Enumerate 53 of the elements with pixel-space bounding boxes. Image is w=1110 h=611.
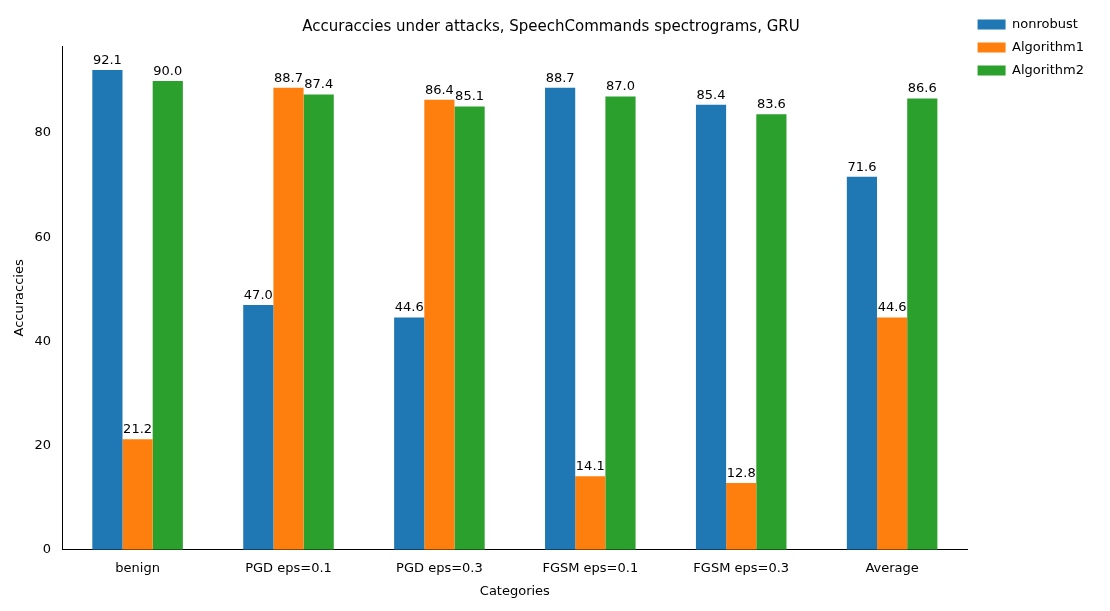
x-tick-label: FGSM eps=0.3	[693, 559, 790, 575]
data-label: 86.4	[424, 81, 454, 97]
x-tick-label: benign	[115, 559, 160, 575]
data-label: 85.1	[455, 88, 485, 104]
bar	[394, 317, 425, 550]
data-label: 90.0	[153, 62, 183, 78]
chart-title: Accuraccies under attacks, SpeechCommands spectrograms, GRU	[302, 16, 800, 35]
bar	[92, 69, 123, 550]
legend-label: nonrobust	[1012, 15, 1078, 31]
data-label: 87.0	[606, 78, 635, 94]
bar	[152, 80, 183, 550]
bar	[877, 317, 908, 550]
y-tick-label: 80	[34, 124, 52, 140]
bar	[273, 87, 304, 550]
data-label: 87.4	[304, 76, 334, 92]
data-label: 14.1	[575, 458, 605, 474]
bar	[907, 98, 938, 550]
x-tick-label: FGSM eps=0.1	[542, 559, 639, 575]
bar	[454, 106, 485, 550]
legend-label: Algorithm2	[1012, 61, 1085, 77]
x-axis-title: Categories	[479, 582, 551, 598]
data-label: 21.2	[123, 421, 153, 437]
data-label: 44.6	[394, 299, 424, 315]
data-label: 12.8	[726, 464, 756, 480]
y-tick-label: 0	[42, 541, 52, 557]
y-axis-title: Accuraccies	[11, 259, 27, 337]
data-label: 47.0	[243, 286, 273, 302]
bar	[726, 483, 757, 550]
y-tick-label: 40	[34, 332, 52, 348]
x-tick-label: PGD eps=0.1	[245, 559, 332, 575]
bar	[243, 304, 274, 550]
bar	[303, 94, 334, 550]
x-tick-label: PGD eps=0.3	[396, 559, 483, 575]
legend-label: Algorithm1	[1012, 38, 1085, 54]
data-label: 83.6	[756, 96, 786, 112]
bar	[424, 99, 455, 550]
bar	[605, 96, 636, 550]
bar	[122, 439, 153, 550]
data-label: 88.7	[545, 69, 575, 85]
data-label: 85.4	[696, 86, 726, 102]
data-label: 71.6	[847, 158, 877, 174]
bar	[756, 114, 787, 550]
data-label: 88.7	[274, 69, 303, 85]
data-label: 44.6	[877, 299, 907, 315]
bar	[545, 87, 576, 550]
bar	[695, 104, 727, 550]
bar	[846, 176, 878, 550]
data-label: 92.1	[92, 51, 122, 67]
x-tick-label: Average	[865, 559, 919, 575]
bar	[575, 476, 606, 550]
y-tick-label: 20	[34, 436, 52, 452]
y-tick-label: 60	[34, 228, 52, 244]
data-label: 86.6	[907, 80, 937, 96]
